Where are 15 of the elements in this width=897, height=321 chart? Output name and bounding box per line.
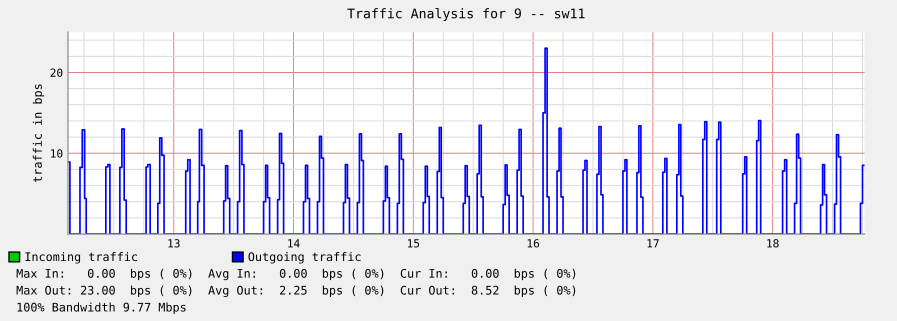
x-tick-label: 13 bbox=[168, 239, 180, 248]
x-tick-label: 14 bbox=[288, 239, 300, 248]
y-axis-title: traffic in bps bbox=[32, 84, 44, 182]
x-tick-label: 18 bbox=[767, 239, 779, 248]
chart-title: Traffic Analysis for 9 -- sw11 bbox=[347, 8, 585, 21]
legend-label: Outgoing traffic bbox=[248, 252, 361, 264]
y-tick-label: 20 bbox=[50, 68, 62, 77]
x-tick-label: 15 bbox=[408, 239, 420, 248]
x-tick-label: 17 bbox=[648, 239, 659, 248]
text: Max Out: 23.00 bps ( 0%) Avg Out: 2.25 bps ( 0%) Cur Out: 8.52 bps ( 0%) bbox=[16, 286, 576, 298]
text: 100% Bandwidth 9.77 Mbps bbox=[18, 302, 186, 314]
x-tick-label: 16 bbox=[528, 239, 540, 248]
text: Max In: 0.00 bps ( 0%) Avg In: 0.00 bps ( 0%) Cur In: 0.00 bps ( 0%) bbox=[16, 268, 576, 280]
y-tick-label: 10 bbox=[51, 149, 62, 158]
legend-label: Incoming traffic bbox=[25, 252, 138, 264]
